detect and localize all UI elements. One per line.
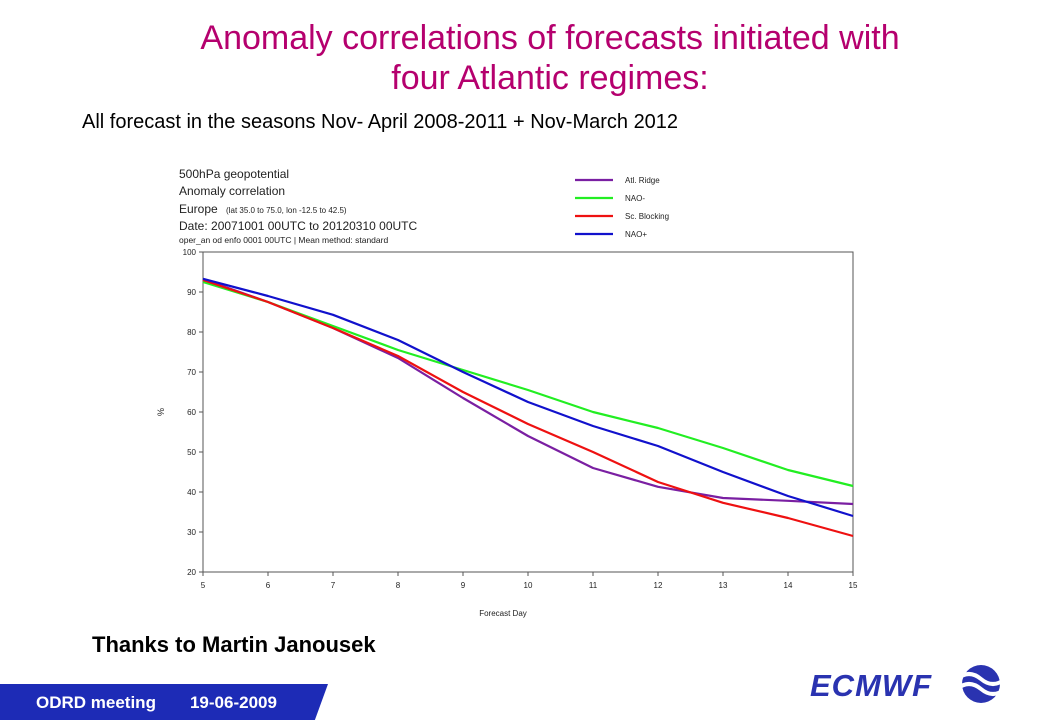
footer-text: ODRD meeting 19-06-2009 xyxy=(36,693,311,713)
chart-legend: Atl. Ridge NAO- Sc. Blocking NAO+ xyxy=(575,176,669,239)
y-tick-label: 30 xyxy=(187,528,196,537)
x-tick-label: 5 xyxy=(201,581,206,590)
x-axis: 5 6 7 8 9 10 11 12 13 14 15 xyxy=(201,572,858,590)
y-tick-label: 20 xyxy=(187,568,196,577)
y-axis-label: % xyxy=(156,408,166,416)
x-tick-label: 15 xyxy=(849,581,858,590)
chart-header-line-3: Europe (lat 35.0 to 75.0, lon -12.5 to 4… xyxy=(179,202,347,216)
chart-header-region-bounds: (lat 35.0 to 75.0, lon -12.5 to 42.5) xyxy=(226,206,347,215)
legend-label: Sc. Blocking xyxy=(625,212,669,221)
footer-date: 19-06-2009 xyxy=(189,693,277,712)
series-line xyxy=(202,278,854,538)
y-tick-label: 80 xyxy=(187,328,196,337)
chart: 500hPa geopotential Anomaly correlation … xyxy=(150,158,870,628)
chart-svg: 500hPa geopotential Anomaly correlation … xyxy=(156,167,858,618)
ecmwf-logo-text: ECMWF xyxy=(810,668,933,703)
y-tick-label: 60 xyxy=(187,408,196,417)
ecmwf-logo-icon xyxy=(953,663,1009,710)
footer-meeting: ODRD meeting xyxy=(36,693,156,712)
x-axis-label: Forecast Day xyxy=(479,609,527,618)
y-tick-label: 50 xyxy=(187,448,196,457)
slide-subtitle: All forecast in the seasons Nov- April 2… xyxy=(82,111,679,133)
x-tick-label: 9 xyxy=(461,581,466,590)
x-tick-label: 10 xyxy=(524,581,533,590)
footer-bar xyxy=(0,684,328,720)
chart-header-line-5: oper_an od enfo 0001 00UTC | Mean method… xyxy=(179,235,388,245)
x-tick-label: 7 xyxy=(331,581,336,590)
acknowledgement: Thanks to Martin Janousek xyxy=(92,632,376,657)
chart-header-line-1: 500hPa geopotential xyxy=(179,167,289,181)
slide-title: Anomaly correlations of forecasts initia… xyxy=(150,18,950,98)
legend-label: NAO- xyxy=(625,194,645,203)
slide-title-line-2: four Atlantic regimes: xyxy=(391,59,709,97)
x-tick-label: 11 xyxy=(589,581,598,590)
x-tick-label: 6 xyxy=(266,581,271,590)
chart-header-line-4: Date: 20071001 00UTC to 20120310 00UTC xyxy=(179,219,417,233)
y-tick-label: 40 xyxy=(187,488,196,497)
y-axis: 20 30 40 50 60 70 80 90 100 xyxy=(183,248,203,577)
x-tick-label: 13 xyxy=(719,581,728,590)
x-tick-label: 8 xyxy=(396,581,401,590)
chart-header-line-2: Anomaly correlation xyxy=(179,184,285,198)
plot-area xyxy=(202,251,854,573)
y-tick-label: 70 xyxy=(187,368,196,377)
series-line xyxy=(202,280,854,488)
slide-title-line-1: Anomaly correlations of forecasts initia… xyxy=(200,19,900,57)
chart-header-region: Europe xyxy=(179,202,218,216)
legend-label: NAO+ xyxy=(625,230,647,239)
legend-label: Atl. Ridge xyxy=(625,176,660,185)
series-lines xyxy=(202,277,854,538)
series-line xyxy=(202,277,854,518)
y-tick-label: 100 xyxy=(183,248,197,257)
x-tick-label: 14 xyxy=(784,581,793,590)
y-tick-label: 90 xyxy=(187,288,196,297)
x-tick-label: 12 xyxy=(654,581,663,590)
